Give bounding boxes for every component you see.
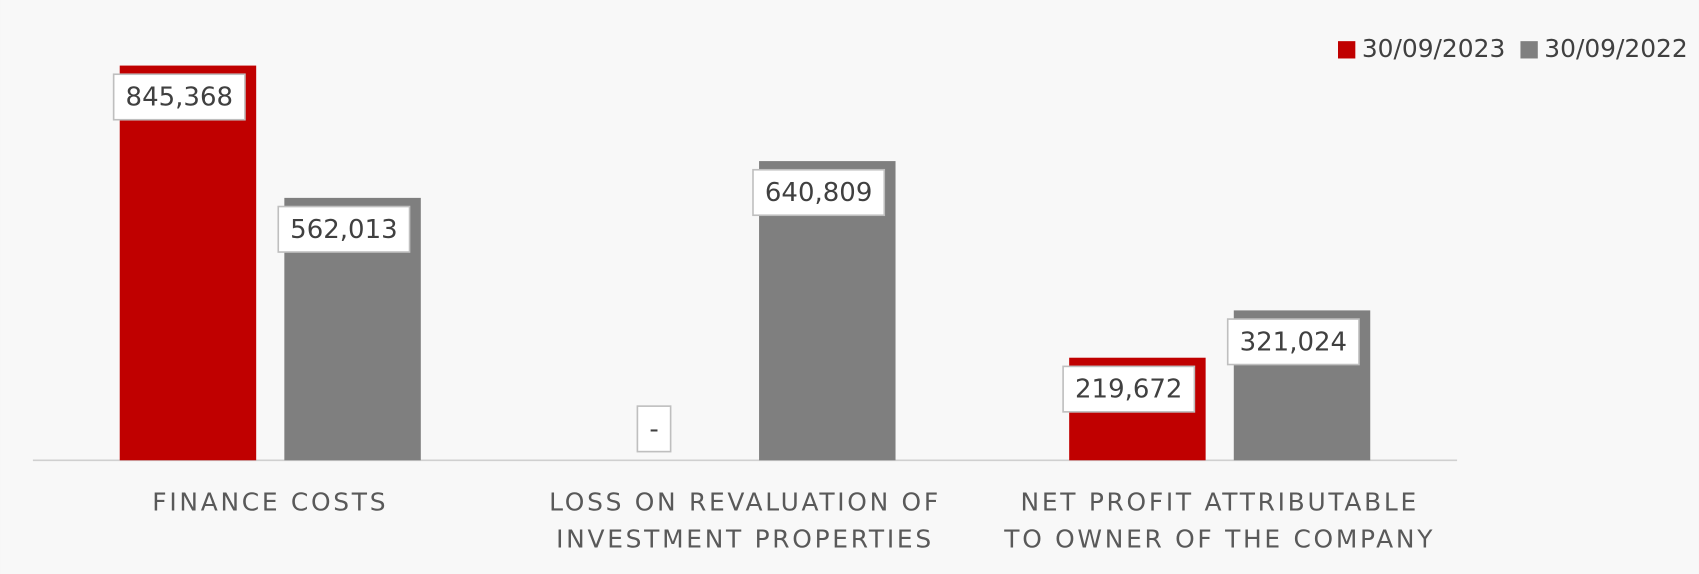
value-label-box — [277, 205, 411, 253]
legend-swatch — [1520, 41, 1538, 59]
value-label: 845,368 — [126, 83, 233, 113]
value-label: 640,809 — [765, 178, 872, 208]
x-tick-label: LOSS ON REVALUATION OF — [549, 488, 941, 517]
value-label-box — [1062, 365, 1196, 413]
value-label: 219,672 — [1075, 375, 1182, 405]
legend-swatch — [1338, 41, 1356, 59]
value-label-box — [1226, 318, 1360, 366]
value-label-box — [112, 73, 246, 121]
legend-label: 30/09/2023 — [1362, 34, 1505, 63]
x-tick-label: FINANCE COSTS — [152, 488, 388, 517]
x-tick-label: TO OWNER OF THE COMPANY — [1003, 524, 1435, 553]
legend-label: 30/09/2022 — [1544, 34, 1687, 63]
value-label-box — [636, 405, 672, 453]
value-label-box — [752, 168, 886, 217]
value-label: 562,013 — [290, 215, 397, 245]
bar — [119, 65, 257, 461]
x-tick-label: NET PROFIT ATTRIBUTABLE — [1021, 488, 1419, 517]
x-tick-label: INVESTMENT PROPERTIES — [556, 524, 934, 553]
value-label: - — [649, 414, 658, 444]
value-label: 321,024 — [1240, 327, 1347, 357]
